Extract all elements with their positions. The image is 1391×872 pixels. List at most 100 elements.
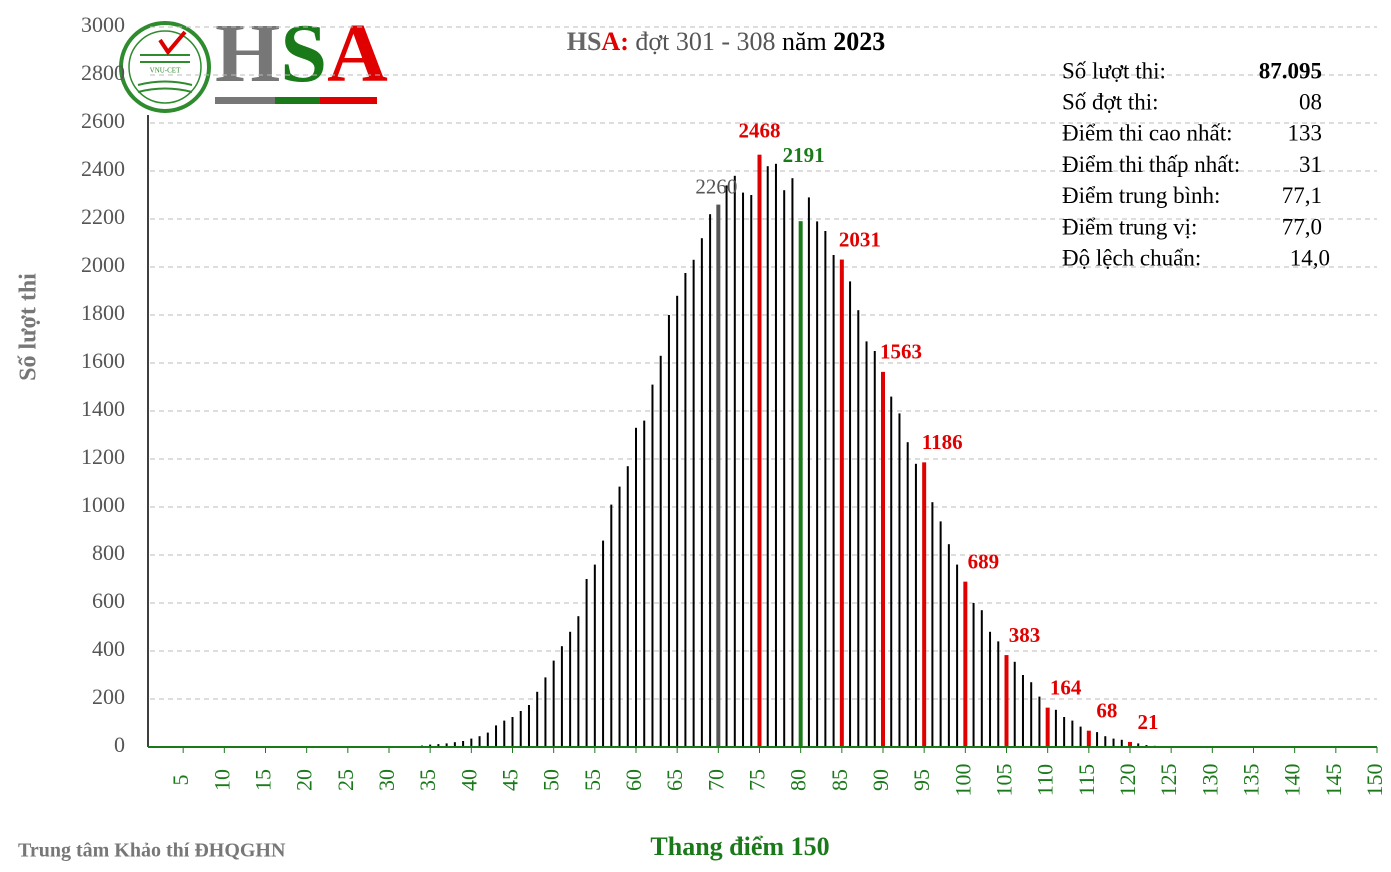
bar <box>1112 738 1115 747</box>
y-tick-label: 2800 <box>81 60 125 85</box>
logo-text: HSA <box>215 7 388 100</box>
y-tick-label: 0 <box>114 732 125 757</box>
bar <box>733 175 736 748</box>
bar <box>798 221 803 747</box>
stat-label: Điểm thi thấp nhất: <box>1062 152 1240 177</box>
data-label: 689 <box>968 549 1000 573</box>
bar <box>700 238 703 747</box>
y-tick-label: 1400 <box>81 396 125 421</box>
bar <box>956 564 959 747</box>
bar <box>865 341 868 747</box>
bar <box>569 631 572 747</box>
bar <box>503 720 506 747</box>
data-label: 2031 <box>839 227 881 251</box>
logo-bar <box>320 97 377 104</box>
bar <box>989 631 992 747</box>
bar <box>906 442 909 747</box>
bar <box>807 197 810 747</box>
bar <box>651 384 654 747</box>
y-tick-label: 1200 <box>81 444 125 469</box>
x-tick-label: 130 <box>1197 764 1222 797</box>
x-tick-label: 40 <box>456 769 481 791</box>
bar <box>939 521 942 747</box>
x-tick-label: 75 <box>745 769 770 791</box>
bar <box>997 641 1000 747</box>
x-tick-label: 25 <box>333 769 358 791</box>
bar <box>1030 682 1033 747</box>
x-tick-label: 115 <box>1074 764 1099 796</box>
bar <box>725 185 728 747</box>
x-tick-label: 150 <box>1362 764 1387 797</box>
bar <box>1038 696 1041 747</box>
x-tick-label: 55 <box>580 769 605 791</box>
stat-label: Điểm trung bình: <box>1062 183 1220 208</box>
bar <box>1063 717 1066 747</box>
bar <box>495 725 498 747</box>
y-tick-label: 1800 <box>81 300 125 325</box>
bar <box>560 646 563 747</box>
bar <box>667 315 670 747</box>
stat-value: 08 <box>1299 89 1322 114</box>
bar <box>1137 743 1140 747</box>
y-tick-label: 2600 <box>81 108 125 133</box>
data-label: 2468 <box>739 118 781 142</box>
title-part: năm <box>782 27 833 56</box>
x-tick-label: 20 <box>292 769 317 791</box>
logo-letter: A <box>327 7 388 100</box>
bar <box>824 231 827 747</box>
title-part: HS <box>567 27 602 56</box>
bar <box>544 677 547 747</box>
bar <box>857 310 860 747</box>
bar <box>437 744 440 747</box>
stat-value: 77,0 <box>1282 214 1322 239</box>
data-label: 383 <box>1009 623 1041 647</box>
logo-bar <box>275 97 320 104</box>
bar <box>839 259 844 747</box>
bar <box>470 738 473 747</box>
stat-value: 14,0 <box>1290 245 1330 270</box>
bar <box>1013 661 1016 747</box>
x-tick-label: 5 <box>168 775 193 786</box>
x-axis-label: Thang điểm 150 <box>650 832 829 861</box>
bar <box>1054 709 1057 747</box>
y-tick-label: 600 <box>92 588 125 613</box>
bar <box>750 195 753 747</box>
y-axis-label: Số lượt thi <box>16 273 42 381</box>
logo-badge-text: VNU-CET <box>150 67 181 75</box>
bar <box>881 371 885 747</box>
bar <box>577 616 580 747</box>
logo-badge <box>119 21 211 113</box>
x-tick-label: 125 <box>1156 764 1181 797</box>
bar <box>783 190 786 747</box>
stat-label: Độ lệch chuẩn: <box>1062 245 1201 270</box>
bar <box>766 166 769 747</box>
x-tick-label: 145 <box>1321 764 1346 797</box>
stat-label: Điểm thi cao nhất: <box>1062 121 1233 146</box>
bar <box>832 255 835 747</box>
bar <box>1045 707 1050 747</box>
stat-value: 77,1 <box>1282 183 1322 208</box>
x-tick-label: 45 <box>498 769 523 791</box>
bar <box>635 427 637 747</box>
bar <box>593 564 596 747</box>
bar <box>1104 736 1107 747</box>
x-tick-label: 60 <box>621 769 646 791</box>
bar <box>1120 739 1123 747</box>
bar <box>536 691 539 747</box>
bar <box>1096 732 1099 747</box>
bar <box>478 736 481 747</box>
bar <box>1086 730 1091 747</box>
bar <box>972 603 975 747</box>
bar <box>692 259 695 747</box>
bar <box>914 463 917 747</box>
title-part: đợt 301 - 308 <box>629 27 782 56</box>
bar <box>453 742 456 747</box>
x-tick-label: 10 <box>209 769 234 791</box>
x-tick-label: 85 <box>827 769 852 791</box>
x-tick-label: 120 <box>1115 764 1140 797</box>
bar <box>585 579 588 747</box>
bar <box>445 743 448 747</box>
bar <box>643 420 646 747</box>
stat-value: 133 <box>1288 121 1323 146</box>
